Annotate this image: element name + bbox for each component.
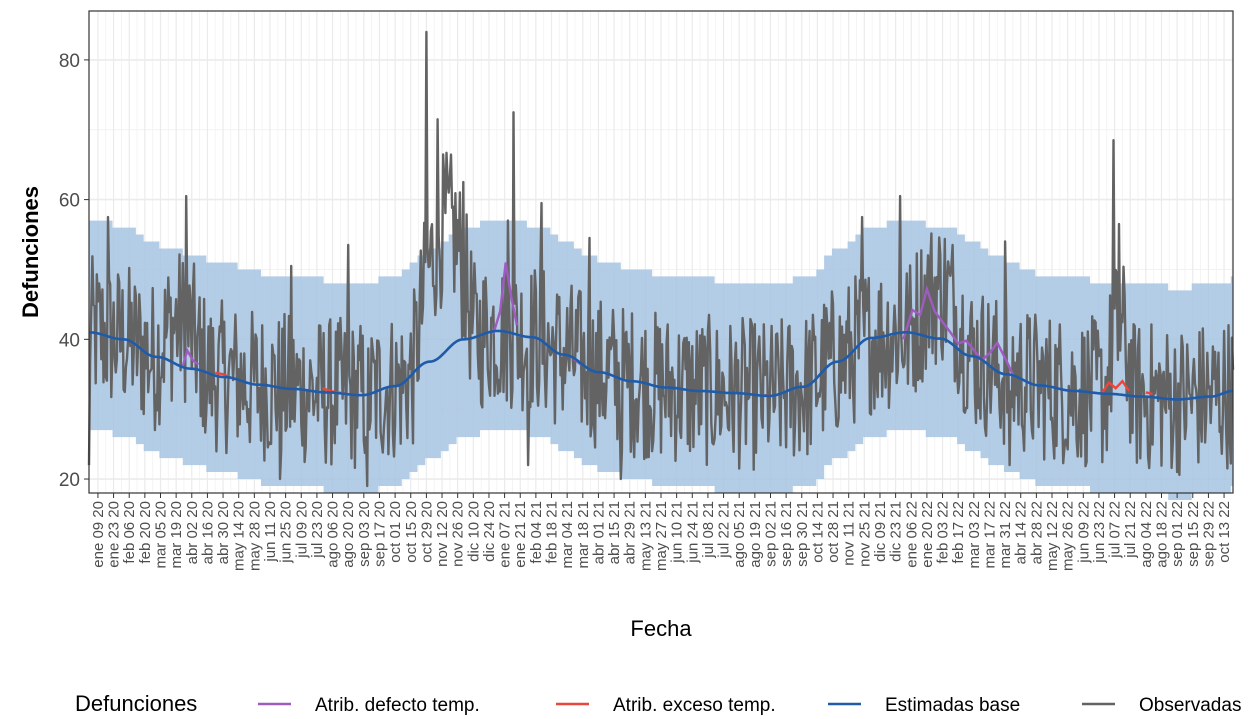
- x-tick-label: abr 16 20: [199, 501, 216, 564]
- x-tick-label: jul 22 21: [716, 501, 733, 559]
- x-tick-label: mar 17 22: [981, 501, 998, 569]
- x-tick-label: abr 28 22: [1028, 501, 1045, 564]
- x-tick-label: jun 25 20: [278, 501, 295, 564]
- x-tick-label: feb 17 22: [950, 501, 967, 564]
- x-tick-label: ene 21 21: [512, 501, 529, 568]
- x-tick-label: dic 10 20: [465, 501, 482, 562]
- series-line-defecto: [492, 262, 519, 335]
- x-tick-label: abr 02 20: [184, 501, 201, 564]
- x-tick-label: mar 05 20: [153, 501, 170, 569]
- x-tick-label: feb 04 21: [528, 501, 545, 564]
- legend-label: Estimadas base: [885, 695, 1020, 716]
- x-tick-label: ene 20 22: [919, 501, 936, 568]
- legend-label: Observadas: [1139, 695, 1241, 716]
- series-line-exceso: [1101, 379, 1131, 394]
- x-tick-label: ago 06 20: [325, 501, 342, 568]
- x-tick-label: may 26 22: [1060, 501, 1077, 571]
- x-tick-label: sep 03 20: [356, 501, 373, 567]
- x-tick-label: jul 07 22: [1107, 501, 1124, 559]
- x-tick-label: mar 19 20: [168, 501, 185, 569]
- x-tick-label: dic 24 20: [481, 501, 498, 562]
- x-tick-label: oct 13 22: [1216, 501, 1233, 563]
- x-axis-title: Fecha: [630, 616, 692, 641]
- x-tick-label: jun 09 22: [1075, 501, 1092, 564]
- x-tick-label: abr 01 21: [590, 501, 607, 564]
- x-tick-label: mar 03 22: [966, 501, 983, 569]
- x-tick-label: dic 09 21: [872, 501, 889, 562]
- y-tick-label: 60: [59, 191, 80, 212]
- x-tick-label: may 14 20: [231, 501, 248, 571]
- x-tick-label: mar 31 22: [997, 501, 1014, 569]
- x-tick-label: ago 19 21: [747, 501, 764, 568]
- x-tick-label: jul 23 20: [309, 501, 326, 559]
- y-tick-label: 20: [59, 470, 80, 491]
- y-tick-label: 40: [59, 330, 80, 351]
- x-tick-label: ago 05 21: [731, 501, 748, 568]
- x-tick-label: abr 30 20: [215, 501, 232, 564]
- legend-title: Defunciones: [75, 691, 197, 716]
- x-tick-label: oct 29 20: [418, 501, 435, 563]
- series-line-defecto: [902, 284, 1016, 378]
- x-tick-label: sep 30 21: [794, 501, 811, 567]
- x-tick-label: oct 14 21: [809, 501, 826, 563]
- x-tick-label: may 28 20: [246, 501, 263, 571]
- x-tick-label: jun 23 22: [1091, 501, 1108, 564]
- x-tick-label: abr 15 21: [606, 501, 623, 564]
- x-tick-label: sep 29 22: [1200, 501, 1217, 567]
- x-tick-label: jun 10 21: [669, 501, 686, 564]
- x-tick-label: may 27 21: [653, 501, 670, 571]
- x-tick-label: ene 06 22: [903, 501, 920, 568]
- x-tick-label: may 13 21: [637, 501, 654, 571]
- series-line-estimadas: [88, 329, 1234, 401]
- x-tick-label: feb 18 21: [544, 501, 561, 564]
- x-tick-label: abr 14 22: [1013, 501, 1030, 564]
- y-axis: 20 40 60 80: [59, 51, 89, 491]
- x-tick-label: oct 15 20: [403, 501, 420, 563]
- x-tick-label: feb 03 22: [935, 501, 952, 564]
- x-tick-label: nov 11 21: [841, 501, 858, 566]
- x-tick-label: dic 23 21: [888, 501, 905, 562]
- legend: Defunciones Atrib. defecto temp. Atrib. ex…: [75, 691, 1241, 716]
- x-tick-label: sep 16 21: [778, 501, 795, 567]
- x-tick-label: nov 12 20: [434, 501, 451, 567]
- y-axis-title: Defunciones: [18, 186, 43, 318]
- x-tick-label: jul 08 21: [700, 501, 717, 559]
- x-tick-label: abr 29 21: [622, 501, 639, 564]
- x-tick-label: mar 18 21: [575, 501, 592, 569]
- x-tick-label: nov 25 21: [856, 501, 873, 567]
- x-tick-label: ago 20 20: [340, 501, 357, 568]
- x-tick-label: feb 20 20: [137, 501, 154, 564]
- x-tick-label: sep 01 22: [1169, 501, 1186, 567]
- x-tick-label: ene 07 21: [497, 501, 514, 568]
- series-line-observadas: [87, 30, 1235, 488]
- x-tick-label: sep 17 20: [371, 501, 388, 567]
- y-tick-label: 80: [59, 51, 80, 72]
- x-tick-label: sep 02 21: [762, 501, 779, 567]
- legend-label: Atrib. defecto temp.: [315, 695, 480, 716]
- x-tick-label: oct 28 21: [825, 501, 842, 563]
- series-lines: [87, 30, 1235, 488]
- x-tick-label: jun 11 20: [262, 501, 279, 563]
- x-tick-label: ene 23 20: [106, 501, 123, 568]
- x-tick-label: jul 21 22: [1122, 501, 1139, 559]
- x-tick-label: oct 01 20: [387, 501, 404, 563]
- x-tick-label: ene 09 20: [90, 501, 107, 568]
- x-tick-label: ago 18 22: [1154, 501, 1171, 568]
- x-tick-label: feb 06 20: [121, 501, 138, 564]
- series-line-defecto: [181, 347, 200, 367]
- x-tick-label: mar 04 21: [559, 501, 576, 569]
- x-tick-label: jul 09 20: [293, 501, 310, 559]
- x-tick-label: jun 24 21: [684, 501, 701, 564]
- legend-label: Atrib. exceso temp.: [613, 695, 776, 716]
- series-line-exceso: [1145, 391, 1153, 395]
- x-tick-label: nov 26 20: [450, 501, 467, 567]
- x-tick-label: sep 15 22: [1185, 501, 1202, 567]
- x-tick-label: ago 04 22: [1138, 501, 1155, 568]
- x-tick-label: may 12 22: [1044, 501, 1061, 571]
